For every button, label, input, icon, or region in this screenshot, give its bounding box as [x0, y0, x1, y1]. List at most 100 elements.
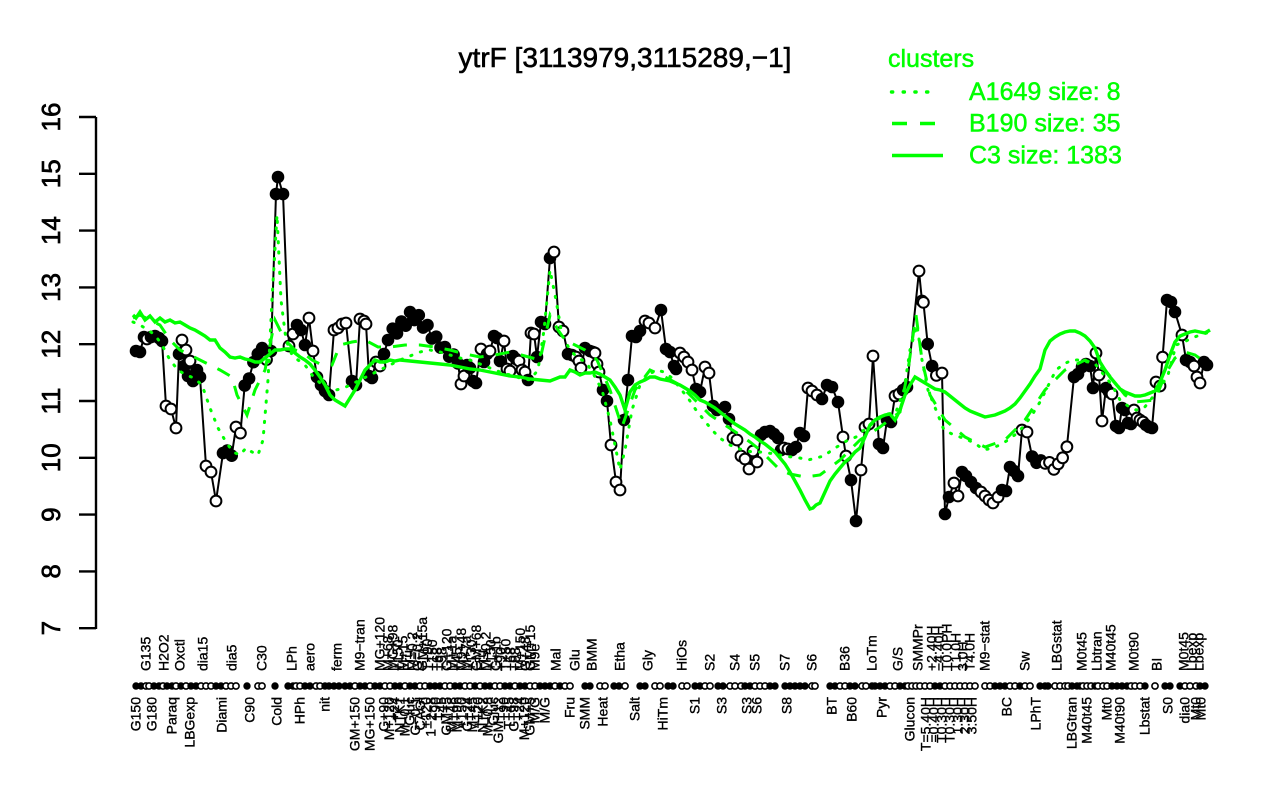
svg-text:S6: S6 — [804, 654, 820, 671]
svg-text:G+120: G+120 — [439, 628, 455, 671]
svg-text:C3 size: 1383: C3 size: 1383 — [969, 142, 1122, 170]
svg-text:Glu: Glu — [567, 649, 583, 671]
svg-text:Mal: Mal — [548, 648, 564, 671]
svg-text:A1649 size: 8: A1649 size: 8 — [969, 78, 1121, 106]
svg-text:HiOs: HiOs — [674, 640, 690, 671]
svg-text:Glucon: Glucon — [902, 697, 918, 741]
svg-text:C30: C30 — [254, 645, 270, 671]
svg-text:M40t90: M40t90 — [1112, 697, 1128, 744]
svg-text:1−2−8: 1−2−8 — [423, 697, 439, 737]
svg-text:M+120: M+120 — [381, 697, 397, 740]
svg-text:GM+12: GM+12 — [490, 697, 506, 744]
svg-text:T1.0H: T1.0H — [948, 633, 964, 671]
svg-text:M9−stat: M9−stat — [977, 621, 993, 671]
svg-text:LPh: LPh — [284, 646, 300, 671]
svg-text:T0.30H: T0.30H — [934, 697, 950, 743]
svg-text:LPhT: LPhT — [1028, 697, 1044, 731]
svg-text:H2O2: H2O2 — [156, 634, 172, 671]
svg-text:G150: G150 — [128, 697, 144, 731]
svg-text:S0: S0 — [1160, 697, 1176, 714]
svg-text:T0.0PH: T0.0PH — [939, 624, 955, 671]
svg-text:15: 15 — [36, 159, 66, 188]
svg-text:dia15: dia15 — [195, 637, 211, 671]
svg-text:Cold: Cold — [269, 697, 285, 726]
svg-text:GM+5: GM+5 — [438, 697, 454, 736]
svg-text:Gluc: Gluc — [485, 697, 501, 726]
svg-text:S1: S1 — [687, 697, 703, 714]
svg-text:MG+98: MG+98 — [385, 624, 401, 671]
svg-text:T+45: T+45 — [501, 697, 517, 730]
svg-text:M+68: M+68 — [380, 635, 396, 671]
svg-text:M0t45: M0t45 — [1176, 632, 1192, 671]
svg-text:M40t45: M40t45 — [1103, 624, 1119, 671]
svg-text:Fru: Fru — [562, 697, 578, 718]
svg-text:+120: +120 — [469, 697, 485, 729]
svg-text:+150: +150 — [390, 639, 406, 671]
svg-text:G/S: G/S — [890, 647, 906, 671]
svg-text:S6: S6 — [749, 697, 765, 714]
svg-text:ferm: ferm — [329, 643, 345, 671]
svg-text:1.30H: 1.30H — [950, 697, 966, 734]
svg-text:+150: +150 — [483, 639, 499, 671]
svg-text:+24: +24 — [386, 697, 402, 721]
svg-text:+98: +98 — [434, 647, 450, 671]
svg-text:G−0.1: G−0.1 — [407, 697, 423, 736]
svg-text:G180: G180 — [144, 697, 160, 731]
svg-text:T4.0H: T4.0H — [962, 633, 978, 671]
svg-text:MG+120: MG+120 — [372, 617, 388, 671]
svg-text:Sw: Sw — [1017, 651, 1033, 671]
svg-text:13: 13 — [36, 273, 66, 302]
svg-text:HPh: HPh — [292, 697, 308, 724]
svg-text:=0.40H: =0.40H — [926, 697, 942, 743]
svg-text:16: 16 — [36, 103, 66, 132]
svg-text:Salt: Salt — [627, 697, 643, 721]
svg-text:T+50: T+50 — [497, 638, 513, 671]
svg-text:dia0: dia0 — [1177, 697, 1193, 724]
svg-text:Pyr: Pyr — [874, 697, 890, 718]
svg-text:Lbexp: Lbexp — [1191, 633, 1207, 671]
svg-text:B36: B36 — [837, 646, 853, 671]
svg-text:M+9b: M+9b — [449, 697, 465, 733]
svg-text:M9e: M9e — [527, 644, 543, 671]
svg-text:MG+150: MG+150 — [362, 697, 378, 751]
svg-text:G+48: G+48 — [517, 636, 533, 671]
svg-text:+2.40H: +2.40H — [924, 625, 940, 671]
svg-text:GM+150: GM+150 — [347, 697, 363, 751]
svg-text:NTK1: NTK1 — [391, 697, 407, 733]
svg-text:+120: +120 — [417, 697, 433, 729]
svg-text:+98: +98 — [507, 647, 523, 671]
svg-text:+68: +68 — [429, 647, 445, 671]
svg-text:Mt0: Mt0 — [1188, 697, 1204, 721]
svg-text:Fru: Fru — [399, 650, 415, 671]
svg-text:M/G: M/G — [537, 697, 553, 723]
svg-text:Gly: Gly — [640, 650, 656, 671]
svg-text:G=0.2: G=0.2 — [409, 632, 425, 671]
svg-text:+24: +24 — [511, 697, 527, 721]
svg-text:+90: +90 — [495, 697, 511, 721]
svg-text:+90: +90 — [492, 647, 508, 671]
svg-text:Heat: Heat — [595, 697, 611, 727]
svg-text:BT: BT — [824, 697, 840, 715]
svg-text:+68: +68 — [502, 647, 518, 671]
svg-text:GM+15: GM+15 — [522, 624, 538, 671]
svg-text:+45: +45 — [448, 647, 464, 671]
svg-text:2.30H: 2.30H — [957, 697, 973, 734]
svg-text:NTK2: NTK2 — [475, 697, 491, 733]
svg-text:HiTm: HiTm — [655, 697, 671, 730]
svg-text:M+15: M+15 — [394, 635, 410, 671]
svg-text:G+24: G+24 — [459, 697, 475, 732]
svg-text:G+1b: G+1b — [488, 636, 504, 671]
svg-text:S3: S3 — [714, 697, 730, 714]
svg-text:S7: S7 — [777, 654, 793, 671]
svg-text:11: 11 — [36, 388, 66, 415]
svg-text:S5: S5 — [747, 654, 763, 671]
svg-text:+150: +150 — [454, 697, 470, 729]
svg-text:GM+15a: GM+15a — [414, 617, 430, 671]
svg-text:8: 8 — [36, 564, 66, 578]
svg-text:Lbstat: Lbstat — [1137, 697, 1153, 735]
svg-text:M9−tran: M9−tran — [352, 619, 368, 671]
svg-text:Mt0: Mt0 — [1193, 697, 1209, 721]
svg-text:Gluc: Gluc — [402, 697, 418, 726]
svg-text:SMM: SMM — [577, 697, 593, 730]
svg-text:M+48: M+48 — [443, 697, 459, 733]
